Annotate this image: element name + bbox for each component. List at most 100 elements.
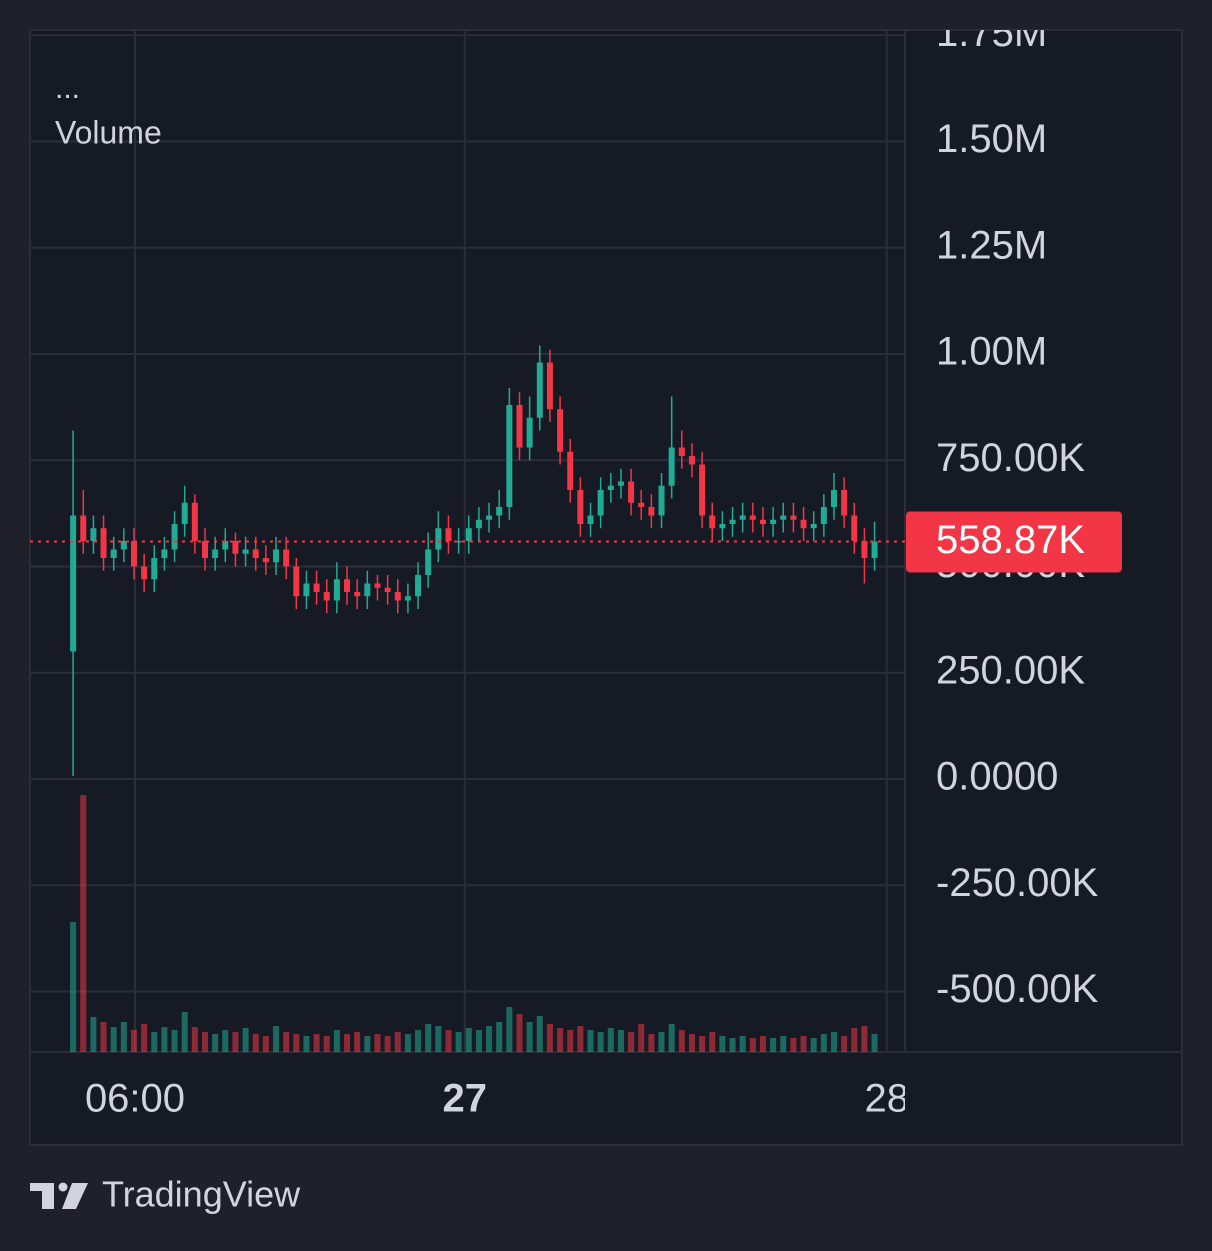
volume-bar bbox=[364, 1036, 371, 1052]
last-price-label: 558.87K bbox=[936, 518, 1085, 562]
legend-menu[interactable]: ... bbox=[55, 72, 80, 105]
candle-body bbox=[273, 549, 280, 563]
y-tick-label: 1.25M bbox=[936, 223, 1047, 267]
candle-body bbox=[445, 528, 452, 541]
candle-body bbox=[496, 507, 503, 516]
volume-bar bbox=[80, 795, 87, 1052]
candle-body bbox=[252, 549, 259, 558]
candle-body bbox=[181, 502, 188, 525]
volume-bar bbox=[688, 1034, 695, 1052]
volume-bar bbox=[374, 1034, 381, 1052]
candle-body bbox=[283, 549, 290, 567]
candle-body bbox=[871, 541, 878, 558]
candle-body bbox=[293, 566, 300, 597]
volume-bar bbox=[191, 1027, 198, 1052]
volume-bar bbox=[749, 1038, 756, 1052]
volume-bar bbox=[546, 1024, 553, 1052]
volume-bar bbox=[354, 1032, 361, 1052]
volume-bar bbox=[557, 1028, 564, 1052]
candle-body bbox=[171, 524, 178, 550]
candle-body bbox=[242, 549, 249, 554]
volume-bar bbox=[161, 1027, 168, 1052]
volume-bar bbox=[455, 1032, 462, 1052]
volume-bar bbox=[273, 1026, 280, 1052]
candle-body bbox=[800, 519, 807, 529]
candle-body bbox=[587, 515, 594, 525]
grid bbox=[30, 30, 905, 1052]
x-tick-label: 06:00 bbox=[85, 1077, 185, 1121]
candle-body bbox=[709, 515, 716, 529]
volume-bar bbox=[212, 1034, 219, 1052]
candle-body bbox=[202, 541, 208, 558]
y-tick-label: 750.00K bbox=[936, 436, 1085, 480]
volume-bar bbox=[181, 1012, 188, 1052]
volume-bar bbox=[404, 1034, 411, 1052]
volume-bar bbox=[415, 1030, 422, 1052]
candle-body bbox=[810, 524, 817, 529]
volume-bar bbox=[202, 1032, 208, 1052]
volume-bar bbox=[699, 1036, 706, 1052]
candle-body bbox=[455, 541, 462, 543]
candle-body bbox=[222, 541, 229, 550]
volume-bar bbox=[475, 1030, 482, 1052]
volume-bar bbox=[587, 1030, 594, 1052]
candle-body bbox=[475, 519, 482, 529]
volume-bar bbox=[283, 1032, 290, 1052]
candle-body bbox=[130, 541, 137, 567]
candle-body bbox=[80, 515, 87, 541]
volume-bar bbox=[678, 1030, 685, 1052]
candle-body bbox=[404, 596, 411, 601]
candle-body bbox=[648, 507, 655, 516]
candles bbox=[70, 345, 878, 777]
candle-body bbox=[212, 549, 219, 558]
volume-bar bbox=[232, 1032, 239, 1052]
candle-body bbox=[759, 519, 766, 525]
volume-bar bbox=[648, 1034, 655, 1052]
candle-body bbox=[658, 485, 665, 516]
volume-bar bbox=[739, 1036, 746, 1052]
last-price: 558.87K bbox=[30, 511, 1122, 573]
chart-panel bbox=[29, 29, 1183, 1146]
candle-body bbox=[262, 557, 269, 563]
y-tick-label: -500.00K bbox=[936, 967, 1099, 1011]
volume-bar bbox=[719, 1036, 726, 1052]
candle-body bbox=[303, 583, 310, 597]
candle-body bbox=[161, 549, 168, 558]
candle-body bbox=[597, 490, 604, 516]
volume-pane bbox=[70, 795, 878, 1052]
volume-bar bbox=[820, 1034, 827, 1052]
volume-label: Volume bbox=[55, 114, 162, 150]
candle-body bbox=[364, 583, 371, 597]
y-tick-label: 1.75M bbox=[936, 11, 1047, 55]
candle-body bbox=[546, 362, 553, 410]
candle-body bbox=[770, 519, 777, 525]
candle-body bbox=[100, 528, 107, 558]
volume-bar bbox=[861, 1026, 868, 1052]
volume-bar bbox=[151, 1032, 158, 1052]
candle-body bbox=[374, 583, 381, 588]
volume-bar bbox=[851, 1028, 858, 1052]
candle-body bbox=[729, 519, 736, 525]
y-tick-label: 1.50M bbox=[936, 117, 1047, 161]
candle-body bbox=[739, 515, 746, 520]
y-tick-label: 1.00M bbox=[936, 330, 1047, 374]
candle-body bbox=[486, 515, 493, 520]
candle-body bbox=[577, 490, 584, 525]
candle-body bbox=[638, 502, 645, 508]
candle-body bbox=[313, 583, 320, 592]
candle-body bbox=[191, 502, 198, 541]
volume-bar bbox=[567, 1030, 574, 1052]
volume-bar bbox=[425, 1024, 432, 1052]
volume-bar bbox=[141, 1024, 148, 1052]
time-axis: 06:00 27 28 bbox=[85, 1077, 905, 1121]
volume-bar bbox=[709, 1032, 716, 1052]
candle-body bbox=[384, 587, 391, 592]
volume-bar bbox=[333, 1030, 340, 1052]
volume-bar bbox=[628, 1032, 635, 1052]
volume-bar bbox=[100, 1022, 107, 1052]
candle-body bbox=[688, 456, 695, 465]
volume-bar bbox=[344, 1034, 351, 1052]
volume-bar bbox=[841, 1036, 848, 1052]
volume-bar bbox=[486, 1026, 493, 1052]
volume-bar bbox=[70, 922, 77, 1052]
